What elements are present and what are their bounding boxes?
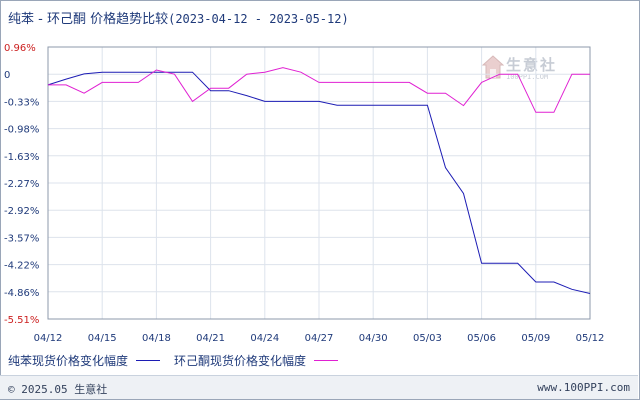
chart-date-range: (2023-04-12 - 2023-05-12) [168, 12, 349, 26]
footer-url-link[interactable]: www.100PPI.com [537, 381, 630, 394]
chart-tick-labels: 0.96% 0 -0.33% -0.98% -1.63% -2.27% -2.92% -3.5… [4, 43, 604, 344]
x-tick-label: 05/09 [521, 333, 550, 344]
x-tick-label: 05/03 [413, 333, 442, 344]
legend-label-cyclohexanone: 环己酮现货价格变化幅度 [174, 353, 307, 368]
legend-swatch-cyclohexanone [314, 359, 339, 361]
legend-swatch-benzene [136, 359, 161, 361]
y-tick-label: -4.22% [4, 261, 39, 272]
y-tick-label: -3.57% [4, 233, 39, 244]
house-icon [481, 55, 505, 79]
y-tick-label: -5.51% [4, 315, 39, 326]
y-tick-label: -0.33% [4, 97, 39, 108]
chart-title-text: 纯苯 - 环己酮 价格趋势比较 [8, 12, 169, 27]
x-tick-label: 04/21 [196, 333, 225, 344]
chart-grid [47, 46, 591, 320]
y-tick-label: -2.27% [4, 179, 39, 190]
legend-item-benzene: 纯苯现货价格变化幅度 [8, 352, 161, 369]
y-tick-label: -1.63% [4, 152, 39, 163]
y-tick-label: -0.98% [4, 125, 39, 136]
watermark-url: 100PPI.COM [506, 73, 549, 81]
y-tick-label: -4.86% [4, 288, 39, 299]
x-tick-label: 04/12 [34, 333, 63, 344]
footer-copyright: © 2025.05 生意社 [8, 383, 108, 396]
chart-axes [47, 46, 591, 320]
chart-title: 纯苯 - 环己酮 价格趋势比较(2023-04-12 - 2023-05-12) [8, 8, 349, 27]
legend-item-cyclohexanone: 环己酮现货价格变化幅度 [174, 352, 339, 369]
chart-series [47, 67, 591, 294]
x-tick-label: 04/27 [305, 333, 334, 344]
chart-legend: 纯苯现货价格变化幅度 环己酮现货价格变化幅度 [8, 351, 352, 369]
series-line-1 [48, 67, 590, 113]
legend-label-benzene: 纯苯现货价格变化幅度 [8, 353, 129, 368]
series-line-0 [47, 71, 591, 294]
x-tick-label: 04/15 [88, 333, 117, 344]
plot-border [47, 46, 591, 320]
x-tick-label: 05/12 [576, 333, 605, 344]
x-tick-label: 04/24 [250, 333, 279, 344]
y-tick-label: -2.92% [4, 206, 39, 217]
watermark-logo: 生意社 100PPI.COM [481, 54, 578, 86]
y-tick-label: 0.96% [4, 43, 36, 54]
x-tick-label: 04/18 [142, 333, 171, 344]
y-tick-label: 0 [4, 70, 10, 81]
x-tick-label: 05/06 [467, 333, 496, 344]
x-tick-label: 04/30 [359, 333, 388, 344]
footer-bar: © 2025.05 生意社 www.100PPI.com [0, 375, 638, 399]
watermark-text: 生意社 [506, 56, 558, 74]
